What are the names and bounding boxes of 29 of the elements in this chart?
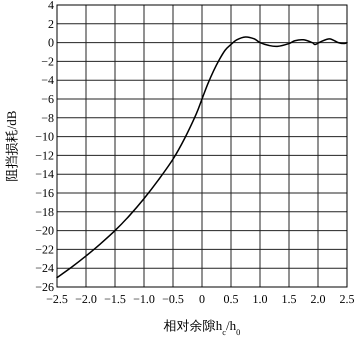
y-tick-label: −10 [35, 130, 54, 144]
y-tick-label: 4 [48, 0, 54, 12]
y-tick-label: −18 [35, 204, 54, 219]
x-tick-label: −1.5 [104, 292, 126, 306]
x-tick-label: −1.0 [133, 292, 155, 306]
x-tick-label: −2.5 [46, 292, 68, 306]
x-tick-label: −0.5 [162, 292, 184, 306]
y-tick-label: −14 [35, 167, 54, 182]
y-tick-label: −24 [35, 261, 54, 276]
x-tick-label: 0 [199, 292, 205, 306]
x-tick-label: 0.5 [224, 292, 238, 306]
x-tick-label: 1.5 [282, 292, 296, 306]
y-axis-title: 阻挡损耗/dB [4, 110, 19, 182]
x-tick-label: 2.5 [340, 292, 354, 306]
x-tick-label: 2.0 [310, 292, 326, 306]
y-tick-label: −16 [35, 186, 54, 200]
x-tick-label: 1.0 [252, 292, 268, 306]
y-tick-label: −26 [35, 280, 54, 294]
x-axis-title: 相对余隙h$_{c}$/h$_{0}$ [164, 318, 240, 337]
y-tick-label: −20 [35, 224, 54, 238]
y-tick-label: −8 [41, 110, 54, 125]
y-tick-label: −4 [41, 73, 54, 88]
y-tick-label: −2 [41, 54, 54, 68]
y-tick-label: 2 [48, 16, 54, 31]
y-tick-label: −6 [41, 92, 54, 106]
y-tick-label: 0 [48, 36, 54, 50]
x-tick-label: −2.0 [75, 292, 97, 306]
y-tick-label: −22 [35, 242, 54, 256]
y-tick-label: −12 [35, 148, 54, 162]
